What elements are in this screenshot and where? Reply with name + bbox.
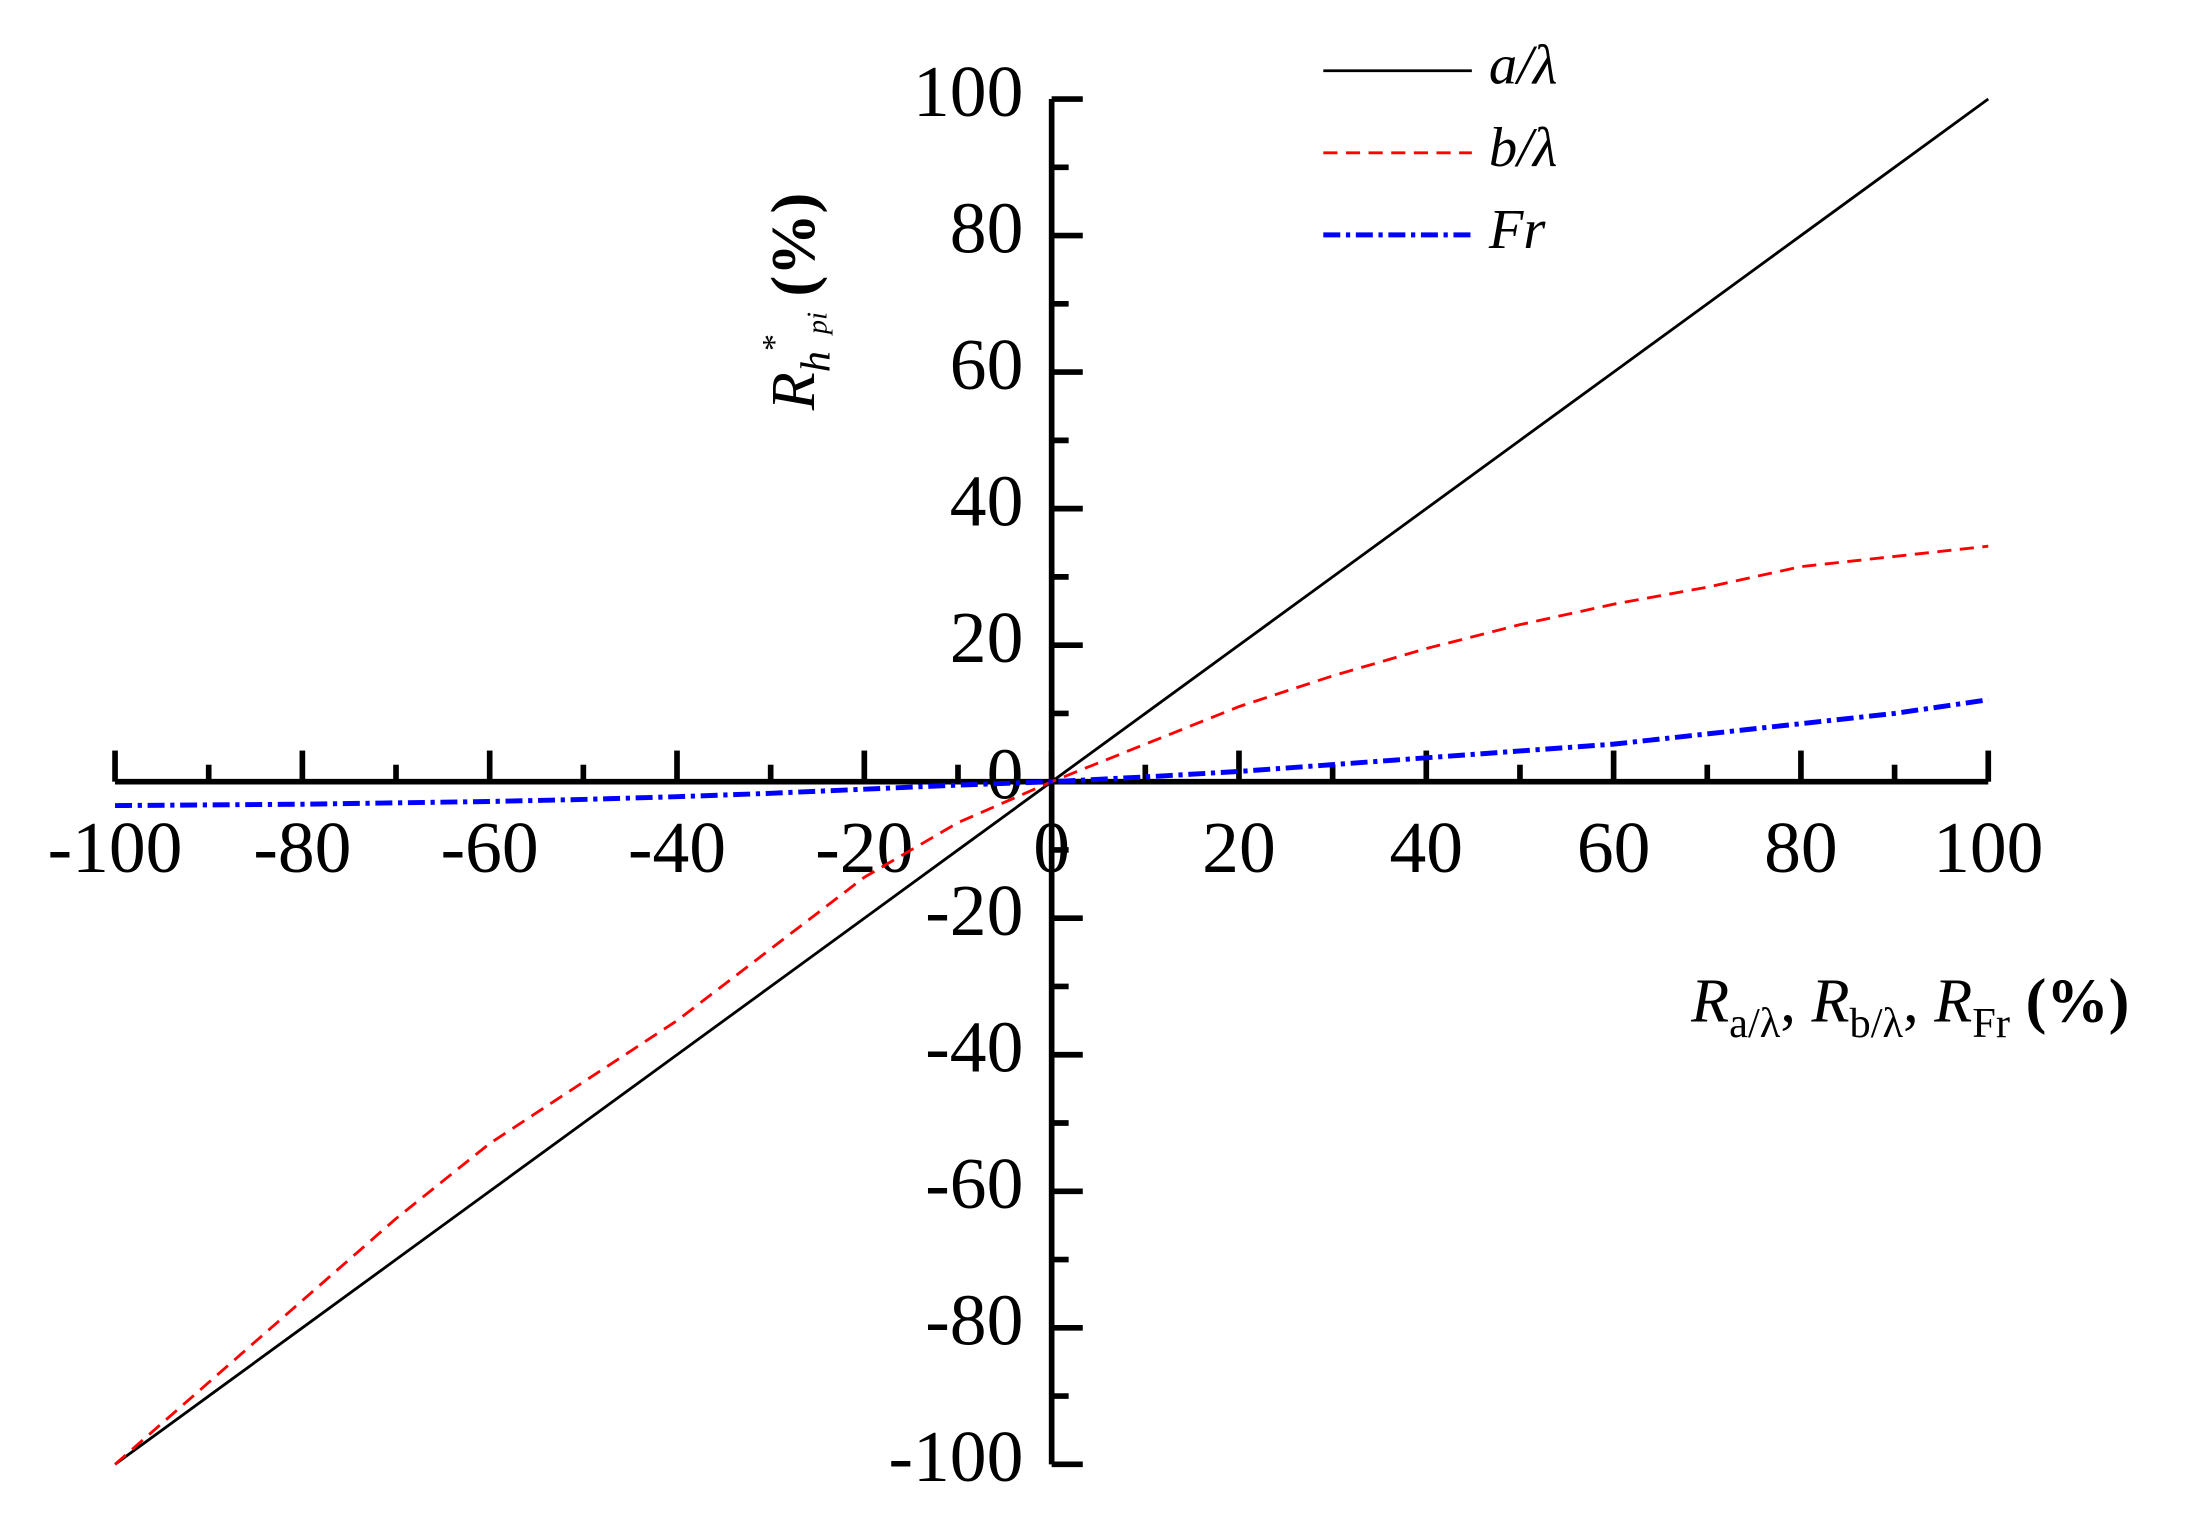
x-axis-label: Ra/λ, Rb/λ, RFr (%) (1690, 968, 2129, 1047)
y-tick-label: -60 (925, 1142, 1023, 1224)
legend-label: Fr (1488, 199, 1547, 261)
x-label-part: , (1780, 968, 1811, 1036)
x-label-part: a/λ (1729, 1000, 1781, 1047)
y-axis-label: Rh* pi (%) (756, 193, 839, 412)
x-tick-label: -100 (48, 806, 183, 888)
x-tick-label: 60 (1577, 806, 1651, 888)
x-label-part: , (1903, 968, 1934, 1036)
y-tick-label: -100 (889, 1415, 1024, 1497)
y-tick-label: 20 (950, 596, 1024, 678)
x-label-part: R (1811, 968, 1850, 1036)
x-label-part: Fr (1972, 1000, 2010, 1047)
y-tick-label: 60 (950, 323, 1024, 405)
x-tick-label: -20 (815, 806, 913, 888)
y-label-part: (%) (760, 193, 828, 312)
legend-label: a/λ (1489, 35, 1558, 97)
y-label-part: pi (802, 312, 833, 336)
series-line (115, 697, 1989, 809)
y-tick-label: -20 (925, 869, 1023, 951)
x-label-part: R (1933, 968, 1972, 1036)
x-tick-label: 20 (1202, 806, 1276, 888)
x-label-part: R (1690, 968, 1729, 1036)
y-tick-label: 80 (950, 186, 1024, 268)
x-label-part: b/λ (1850, 1000, 1904, 1047)
y-tick-label: -40 (925, 1006, 1023, 1088)
y-tick-label: -80 (925, 1279, 1023, 1361)
y-label-part: R (760, 372, 828, 411)
x-tick-label: 40 (1390, 806, 1464, 888)
x-tick-label: 80 (1764, 806, 1838, 888)
x-tick-label: -40 (628, 806, 726, 888)
x-tick-label: 100 (1933, 806, 2043, 888)
y-tick-label: 100 (913, 50, 1023, 132)
x-tick-label: -60 (441, 806, 539, 888)
x-label-part: (%) (2010, 968, 2129, 1036)
x-tick-label: -80 (253, 806, 351, 888)
y-label-part: * (756, 334, 793, 351)
y-tick-label: 40 (950, 460, 1024, 542)
legend-label: b/λ (1489, 117, 1558, 179)
y-label-part: h (792, 351, 839, 372)
